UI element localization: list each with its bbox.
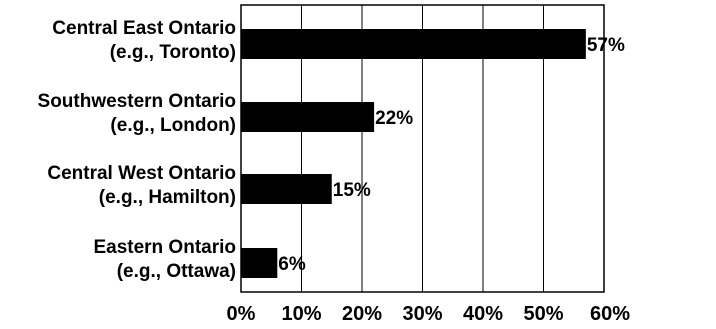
x-tick-label-30: 30%	[402, 303, 442, 325]
category-label-1-line-1: (e.g., London)	[110, 115, 236, 136]
data-labels: 57% 22% 15% 6%	[278, 35, 625, 275]
category-label-1-line-0: Southwestern Ontario	[38, 91, 236, 112]
bar-3	[241, 248, 278, 278]
data-label-3: 6%	[278, 254, 306, 275]
category-label-3-line-0: Eastern Ontario	[93, 237, 236, 258]
x-tick-label-20: 20%	[342, 303, 382, 325]
plot-frame	[240, 4, 605, 293]
x-axis-tick-labels: 0% 10% 20% 30% 40% 50% 60%	[227, 303, 631, 325]
data-label-1: 22%	[375, 108, 413, 129]
category-label-2-line-0: Central West Ontario	[47, 163, 236, 184]
x-tick-label-10: 10%	[281, 303, 321, 325]
x-tick-label-40: 40%	[463, 303, 503, 325]
x-tick-label-50: 50%	[523, 303, 563, 325]
bar-1	[241, 102, 375, 132]
category-label-2-line-1: (e.g., Hamilton)	[99, 187, 236, 208]
category-label-0-line-0: Central East Ontario	[52, 18, 236, 39]
bars	[241, 29, 586, 278]
x-tick-label-60: 60%	[590, 303, 630, 325]
bar-2	[241, 174, 332, 204]
bar-0	[241, 29, 586, 59]
category-label-0-line-1: (e.g., Toronto)	[110, 42, 236, 63]
data-label-2: 15%	[333, 180, 371, 201]
x-tick-label-0: 0%	[227, 303, 256, 325]
category-label-3-line-1: (e.g., Ottawa)	[117, 261, 236, 282]
data-label-0: 57%	[587, 35, 625, 56]
category-labels: Central East Ontario (e.g., Toronto) South…	[38, 18, 236, 282]
